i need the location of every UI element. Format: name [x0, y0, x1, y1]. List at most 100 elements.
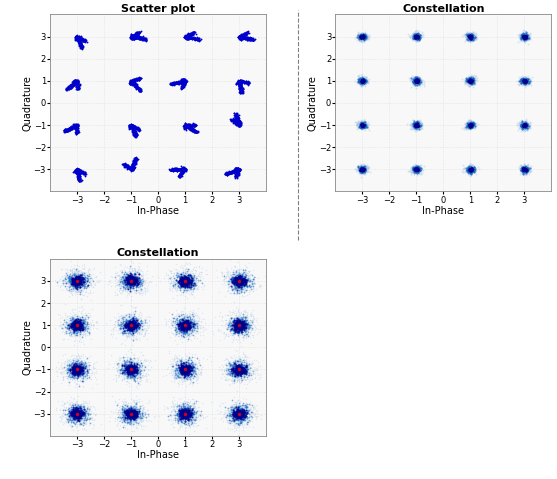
Point: [177, 82, 186, 90]
Point: [131, 363, 140, 370]
Point: [70, 167, 79, 174]
Point: [126, 322, 135, 330]
Point: [134, 397, 143, 405]
Point: [136, 313, 145, 321]
Point: [354, 119, 363, 127]
Point: [80, 36, 89, 44]
Point: [175, 171, 184, 179]
Point: [84, 264, 93, 272]
Point: [70, 364, 79, 371]
Point: [180, 320, 189, 328]
Point: [234, 166, 243, 174]
Point: [411, 166, 420, 174]
Point: [64, 410, 73, 417]
Point: [183, 407, 192, 415]
Point: [74, 270, 82, 277]
Point: [413, 32, 422, 40]
Point: [123, 407, 132, 415]
Point: [244, 410, 253, 417]
Point: [246, 321, 255, 329]
Point: [236, 328, 245, 336]
Point: [234, 365, 243, 373]
Point: [470, 165, 479, 173]
Point: [237, 275, 246, 283]
Point: [127, 322, 136, 330]
Point: [226, 170, 235, 177]
Point: [70, 412, 79, 420]
Point: [185, 123, 194, 131]
Point: [179, 276, 188, 284]
Point: [138, 317, 147, 325]
Point: [182, 358, 191, 366]
Point: [75, 39, 84, 46]
Point: [121, 366, 130, 374]
Point: [134, 126, 143, 134]
Point: [74, 416, 82, 423]
Point: [78, 414, 87, 422]
Point: [355, 120, 364, 127]
Point: [184, 120, 193, 128]
Point: [75, 409, 84, 417]
Point: [136, 34, 145, 41]
Point: [130, 321, 139, 329]
Point: [467, 33, 476, 41]
Point: [466, 33, 475, 40]
Point: [183, 411, 192, 418]
Point: [238, 323, 247, 331]
Point: [172, 414, 181, 422]
Point: [74, 352, 83, 360]
Point: [471, 35, 480, 43]
Point: [168, 330, 177, 338]
Point: [131, 280, 140, 287]
Point: [71, 411, 80, 419]
Point: [188, 328, 197, 336]
Point: [75, 279, 84, 287]
Point: [123, 406, 132, 413]
Point: [233, 365, 242, 372]
Point: [74, 365, 82, 373]
Point: [68, 359, 77, 366]
Point: [172, 268, 181, 276]
Point: [186, 321, 195, 329]
Point: [469, 34, 478, 41]
Point: [72, 166, 81, 173]
Point: [362, 120, 371, 128]
Point: [182, 277, 190, 285]
Point: [233, 307, 242, 315]
Point: [232, 368, 241, 376]
Point: [236, 321, 245, 329]
Point: [241, 317, 250, 325]
Point: [468, 72, 477, 80]
Point: [139, 35, 148, 43]
Point: [517, 74, 526, 82]
Point: [175, 322, 184, 330]
Point: [235, 366, 244, 374]
Point: [182, 410, 191, 418]
Point: [357, 122, 366, 130]
Point: [75, 410, 84, 417]
Point: [182, 281, 190, 289]
Point: [222, 410, 231, 418]
Point: [411, 166, 420, 173]
Point: [115, 316, 124, 323]
Point: [76, 322, 85, 330]
Point: [357, 161, 366, 169]
Point: [77, 43, 86, 50]
Point: [177, 365, 186, 372]
Point: [126, 412, 135, 420]
Point: [231, 412, 240, 420]
Point: [179, 276, 188, 284]
Point: [182, 411, 190, 419]
Point: [240, 318, 249, 326]
Point: [62, 364, 71, 371]
Point: [129, 160, 138, 168]
Point: [235, 278, 244, 285]
Point: [231, 327, 240, 334]
Point: [135, 86, 144, 93]
Point: [68, 124, 77, 131]
Point: [129, 31, 138, 39]
Point: [125, 276, 134, 284]
Point: [468, 121, 477, 129]
Point: [169, 166, 178, 174]
Point: [234, 420, 243, 427]
